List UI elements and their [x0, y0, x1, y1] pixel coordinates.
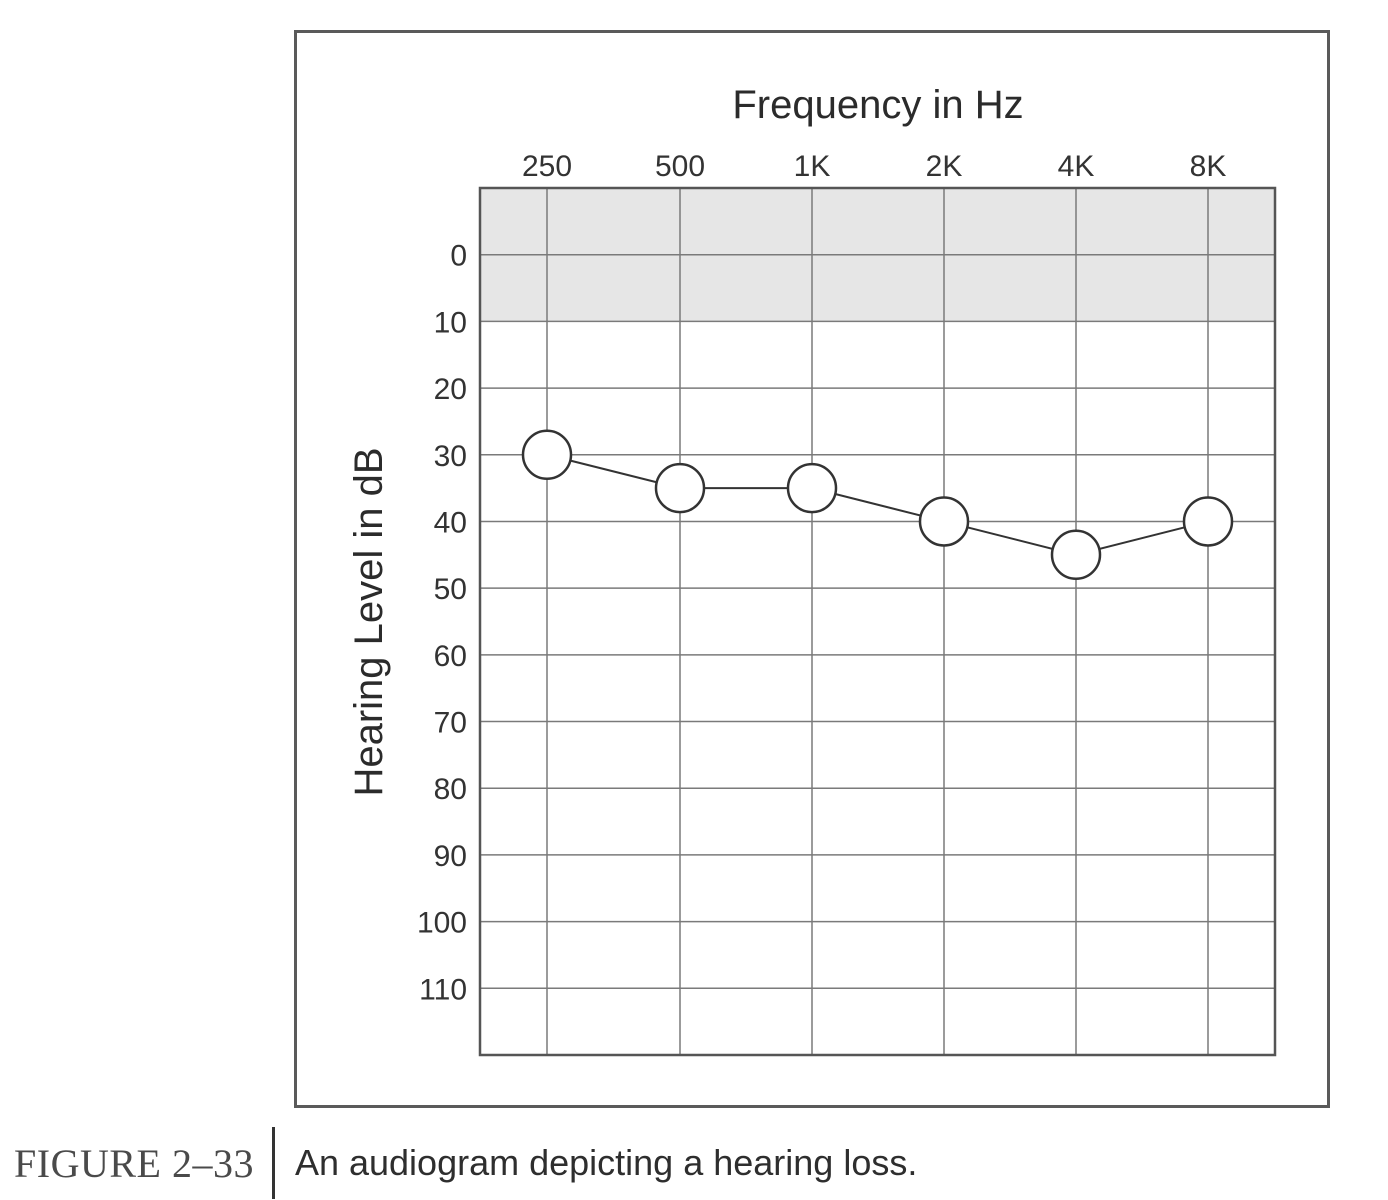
caption-divider [271, 1127, 275, 1199]
y-tick-label: 70 [434, 707, 467, 740]
plot-border [478, 186, 1277, 1057]
x-axis-title: Frequency in Hz [732, 83, 1023, 127]
grid [480, 188, 1275, 1055]
y-tick-label: 20 [434, 373, 467, 406]
data-point-2K [918, 496, 970, 547]
y-axis-title: Hearing Level in dB [347, 447, 391, 796]
y-tick-label: 0 [450, 240, 467, 273]
data-markers [521, 429, 1234, 581]
x-tick-labels: 250 500 1K 2K 4K 8K [522, 150, 1226, 183]
y-tick-label: 10 [434, 306, 467, 339]
data-point-250 [521, 429, 573, 481]
y-tick-label: 110 [419, 973, 467, 1006]
y-tick-label: 50 [434, 573, 467, 606]
caption-label: FIGURE 2–33 [14, 1140, 254, 1186]
data-point-500 [654, 462, 706, 514]
y-tick-label: 90 [434, 840, 467, 873]
y-tick-label: 80 [434, 773, 467, 806]
x-tick-label: 1K [794, 150, 831, 183]
y-tick-label: 30 [434, 440, 467, 473]
y-tick-label: 100 [417, 907, 467, 940]
x-tick-label: 8K [1190, 150, 1227, 183]
data-point-4K [1050, 529, 1102, 581]
x-tick-label: 250 [522, 150, 572, 183]
series-line [546, 453, 1209, 556]
y-tick-label: 40 [434, 506, 467, 539]
x-tick-label: 500 [655, 150, 705, 183]
figure-caption: FIGURE 2–33 An audiogram depicting a hea… [14, 1127, 918, 1199]
caption-text: An audiogram depicting a hearing loss. [294, 1142, 918, 1183]
y-tick-label: 60 [434, 640, 467, 673]
data-point-8K [1182, 496, 1234, 547]
y-tick-labels: 0 10 20 30 40 50 60 70 80 90 100 110 [417, 240, 467, 1007]
x-tick-label: 2K [926, 150, 963, 183]
data-point-1K [786, 462, 838, 514]
x-tick-label: 4K [1058, 150, 1095, 183]
